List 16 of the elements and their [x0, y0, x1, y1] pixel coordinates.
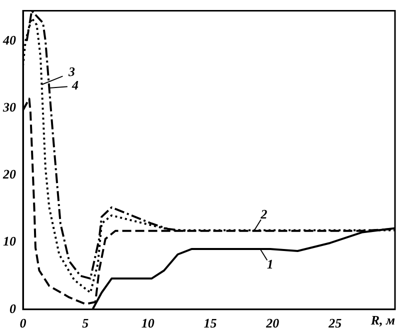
x-tick-label: 25 — [328, 316, 342, 331]
x-tick-label: 15 — [204, 316, 218, 331]
y-tick-label: 10 — [3, 234, 16, 249]
x-tick-label: 0 — [20, 316, 27, 331]
x-tick-label: 20 — [265, 316, 280, 331]
annotation: 1 — [266, 256, 274, 272]
x-axis-title: R, м — [370, 312, 396, 328]
x-tick-label: 5 — [82, 316, 90, 331]
y-tick-label: 20 — [2, 166, 16, 182]
y-tick-label: 0 — [10, 300, 16, 316]
annotation: 2 — [260, 206, 268, 222]
y-tick-label: 40 — [2, 32, 16, 48]
y-tick-label: 30 — [2, 99, 16, 114]
x-tick-label: 10 — [141, 316, 155, 331]
annotation: 3 — [67, 64, 76, 79]
annotation: 4 — [70, 77, 79, 92]
